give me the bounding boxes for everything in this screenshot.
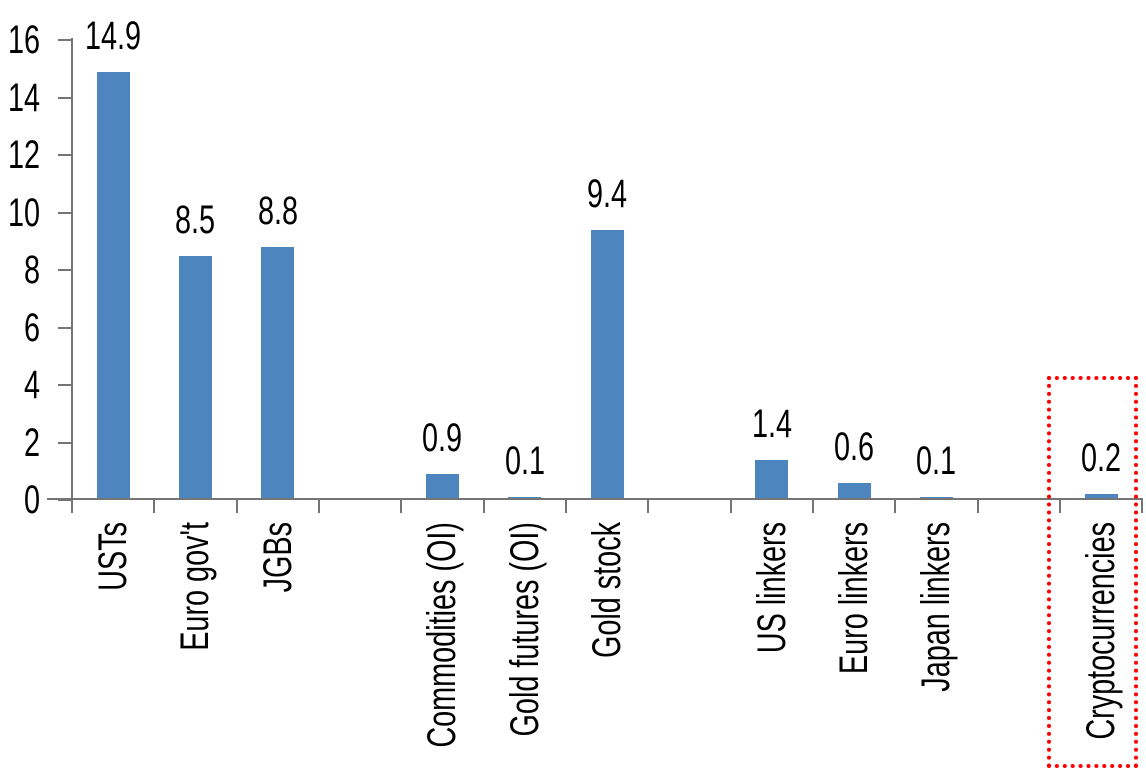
- bar: [425, 474, 459, 500]
- data-label: 0.1: [504, 439, 545, 483]
- x-axis-tick: [564, 500, 567, 513]
- y-axis-tick: [58, 96, 72, 99]
- y-axis-tick: [58, 499, 72, 501]
- x-axis-line: [47, 498, 1143, 500]
- x-axis-tick: [1141, 500, 1144, 513]
- y-axis-tick: [58, 211, 72, 214]
- x-axis-tick: [317, 500, 320, 513]
- data-label: 9.4: [587, 172, 628, 216]
- x-axis-tick: [976, 500, 979, 513]
- y-axis-line: [71, 38, 73, 500]
- y-axis-tick: [58, 269, 72, 272]
- y-axis-tick: [58, 39, 72, 42]
- bar: [96, 72, 130, 500]
- bar: [590, 230, 624, 500]
- data-label: 14.9: [85, 14, 142, 58]
- category-label: Japan linkers: [914, 522, 959, 692]
- category-label: Gold futures (OI): [502, 522, 547, 737]
- data-label: 8.8: [257, 189, 298, 233]
- x-axis-tick: [1058, 500, 1061, 513]
- bar: [1084, 494, 1118, 500]
- category-label: Euro gov't: [173, 522, 218, 651]
- y-axis-tick-label: 10: [7, 190, 40, 235]
- data-label: 0.6: [834, 425, 875, 469]
- category-label: USTs: [91, 522, 136, 591]
- y-axis-tick-label: 16: [7, 18, 40, 63]
- x-axis-tick: [400, 500, 403, 513]
- y-axis-tick-label: 4: [23, 363, 40, 408]
- y-axis-tick-label: 14: [7, 75, 40, 120]
- category-label: Commodities (OI): [420, 522, 465, 748]
- x-axis-tick: [153, 500, 156, 513]
- y-axis-tick-label: 8: [23, 248, 40, 293]
- data-label: 8.5: [175, 198, 216, 242]
- bar: [837, 483, 871, 500]
- x-axis-tick: [235, 500, 238, 513]
- data-label: 0.1: [916, 439, 957, 483]
- category-label: US linkers: [749, 522, 794, 654]
- category-label: Euro linkers: [832, 522, 877, 675]
- x-axis-tick: [729, 500, 732, 513]
- data-label: 1.4: [751, 402, 792, 446]
- y-axis-tick-label: 2: [23, 420, 40, 465]
- x-axis-tick: [71, 500, 73, 513]
- category-label: Gold stock: [585, 522, 630, 659]
- bar: [261, 247, 295, 500]
- y-axis-tick-label: 12: [7, 133, 40, 178]
- y-axis-tick: [58, 326, 72, 329]
- y-axis-tick-label: 6: [23, 305, 40, 350]
- y-axis-tick: [58, 154, 72, 157]
- x-axis-tick: [482, 500, 485, 513]
- bar: [755, 460, 789, 500]
- x-axis-tick: [811, 500, 814, 513]
- y-axis-tick: [58, 441, 72, 444]
- y-axis-tick-label: 0: [23, 478, 40, 522]
- x-axis-tick: [647, 500, 650, 513]
- data-label: 0.2: [1081, 436, 1122, 480]
- highlight-box: [1047, 376, 1138, 768]
- x-axis-tick: [894, 500, 897, 513]
- bar: [178, 256, 212, 500]
- category-label: JGBs: [255, 522, 300, 593]
- data-label: 0.9: [422, 416, 463, 460]
- y-axis-tick: [58, 384, 72, 387]
